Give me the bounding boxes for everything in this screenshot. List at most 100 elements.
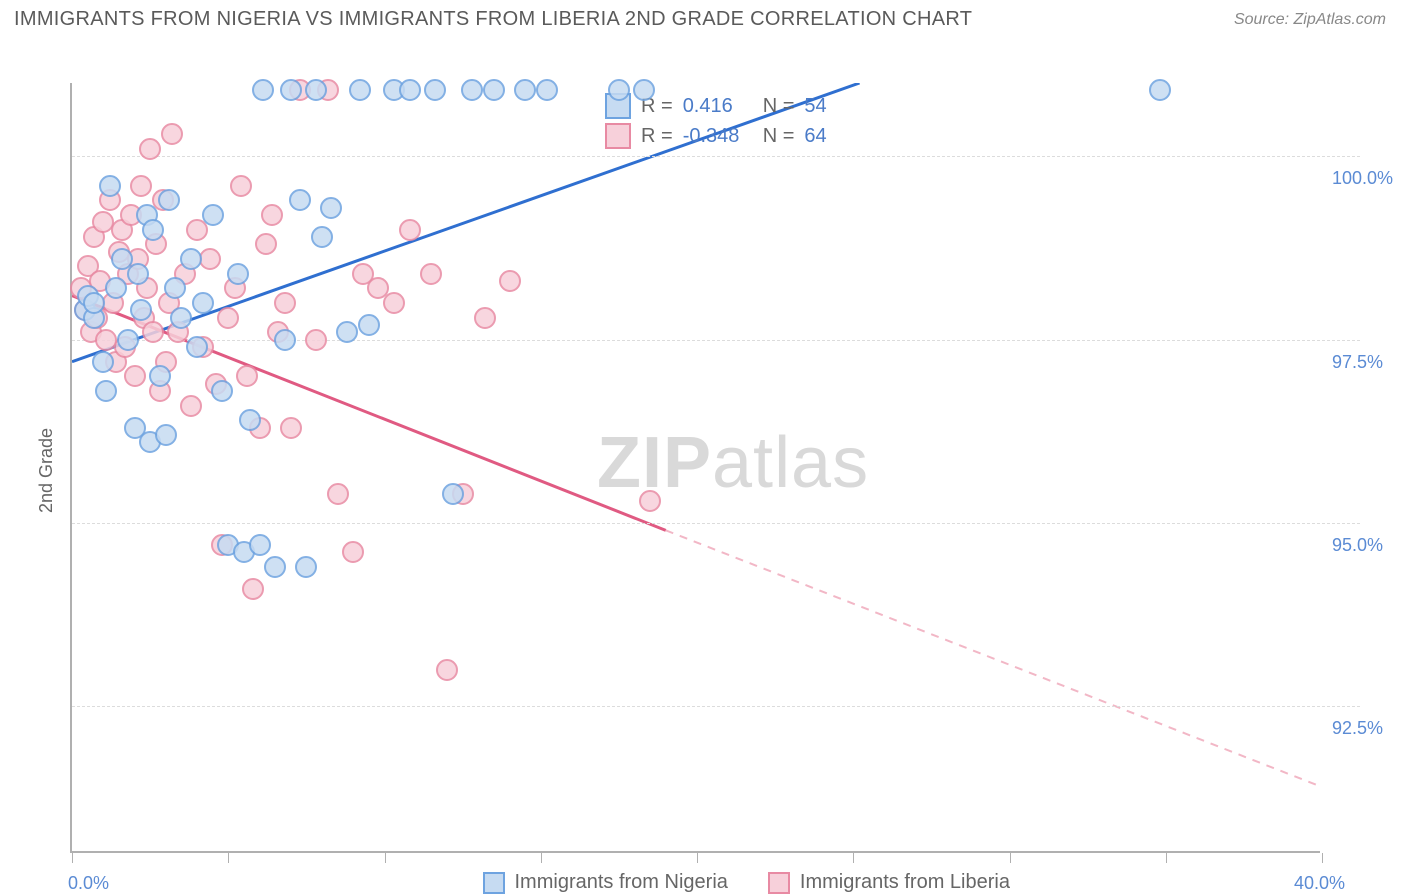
data-point-nigeria — [83, 292, 105, 314]
data-point-nigeria — [158, 189, 180, 211]
gridline — [72, 156, 1360, 157]
data-point-liberia — [180, 395, 202, 417]
data-point-liberia — [124, 365, 146, 387]
data-point-liberia — [274, 292, 296, 314]
data-point-nigeria — [320, 197, 342, 219]
r-value: 0.416 — [683, 95, 753, 118]
legend-label: Immigrants from Nigeria — [515, 871, 728, 894]
legend-item-liberia: Immigrants from Liberia — [768, 871, 1010, 894]
data-point-nigeria — [483, 79, 505, 101]
data-point-liberia — [161, 123, 183, 145]
data-point-liberia — [142, 321, 164, 343]
data-point-nigeria — [295, 556, 317, 578]
stats-legend: R = 0.416 N = 54 R = -0.348 N = 64 — [597, 89, 835, 153]
data-point-nigeria — [311, 226, 333, 248]
y-tick-label: 92.5% — [1332, 718, 1383, 739]
data-point-nigeria — [399, 79, 421, 101]
trend-lines-svg — [72, 83, 1322, 853]
data-point-liberia — [199, 248, 221, 270]
data-point-liberia — [499, 270, 521, 292]
chart-title: IMMIGRANTS FROM NIGERIA VS IMMIGRANTS FR… — [14, 8, 972, 31]
legend-swatch — [605, 123, 631, 149]
data-point-nigeria — [305, 79, 327, 101]
data-point-liberia — [242, 578, 264, 600]
data-point-nigeria — [164, 277, 186, 299]
data-point-nigeria — [442, 483, 464, 505]
data-point-nigeria — [264, 556, 286, 578]
legend-swatch — [768, 872, 790, 894]
gridline — [72, 706, 1360, 707]
source-attribution: Source: ZipAtlas.com — [1234, 11, 1386, 29]
data-point-nigeria — [358, 314, 380, 336]
data-point-liberia — [399, 219, 421, 241]
data-point-nigeria — [149, 365, 171, 387]
data-point-liberia — [130, 175, 152, 197]
data-point-nigeria — [202, 204, 224, 226]
data-point-nigeria — [280, 79, 302, 101]
data-point-liberia — [230, 175, 252, 197]
n-label: N = — [763, 95, 795, 118]
data-point-nigeria — [349, 79, 371, 101]
x-tick — [541, 853, 542, 863]
data-point-liberia — [327, 483, 349, 505]
data-point-nigeria — [127, 263, 149, 285]
data-point-nigeria — [142, 219, 164, 241]
y-tick-label: 95.0% — [1332, 535, 1383, 556]
data-point-nigeria — [336, 321, 358, 343]
data-point-nigeria — [192, 292, 214, 314]
data-point-nigeria — [130, 299, 152, 321]
n-label: N = — [763, 125, 795, 148]
x-tick-label-first: 0.0% — [68, 873, 109, 894]
n-value: 54 — [804, 95, 826, 118]
data-point-liberia — [280, 417, 302, 439]
data-point-nigeria — [1149, 79, 1171, 101]
data-point-nigeria — [99, 175, 121, 197]
data-point-nigeria — [424, 79, 446, 101]
x-tick — [72, 853, 73, 863]
data-point-nigeria — [227, 263, 249, 285]
data-point-liberia — [236, 365, 258, 387]
data-point-nigeria — [461, 79, 483, 101]
plot-area: ZIPatlas R = 0.416 N = 54 R = -0.348 N = … — [70, 83, 1320, 853]
n-value: 64 — [804, 125, 826, 148]
data-point-nigeria — [252, 79, 274, 101]
watermark-light: atlas — [712, 423, 869, 503]
legend-item-nigeria: Immigrants from Nigeria — [483, 871, 728, 894]
data-point-nigeria — [289, 189, 311, 211]
data-point-liberia — [261, 204, 283, 226]
data-point-nigeria — [536, 79, 558, 101]
data-point-liberia — [420, 263, 442, 285]
data-point-nigeria — [239, 409, 261, 431]
data-point-nigeria — [180, 248, 202, 270]
gridline — [72, 523, 1360, 524]
data-point-nigeria — [274, 329, 296, 351]
x-tick — [385, 853, 386, 863]
data-point-nigeria — [633, 79, 655, 101]
x-tick — [1010, 853, 1011, 863]
data-point-nigeria — [170, 307, 192, 329]
data-point-liberia — [217, 307, 239, 329]
x-tick — [853, 853, 854, 863]
data-point-nigeria — [92, 351, 114, 373]
y-tick-label: 100.0% — [1332, 168, 1393, 189]
data-point-liberia — [474, 307, 496, 329]
x-tick — [228, 853, 229, 863]
data-point-liberia — [639, 490, 661, 512]
data-point-liberia — [383, 292, 405, 314]
data-point-nigeria — [105, 277, 127, 299]
x-tick — [697, 853, 698, 863]
y-axis-label: 2nd Grade — [36, 428, 57, 513]
source-name: ZipAtlas.com — [1294, 11, 1386, 28]
data-point-nigeria — [608, 79, 630, 101]
trend-line — [666, 530, 1322, 787]
gridline — [72, 340, 1360, 341]
watermark: ZIPatlas — [597, 422, 869, 504]
legend-swatch — [483, 872, 505, 894]
data-point-liberia — [305, 329, 327, 351]
x-tick — [1166, 853, 1167, 863]
series-legend: Immigrants from Nigeria Immigrants from L… — [483, 871, 1010, 894]
r-label: R = — [641, 125, 673, 148]
data-point-nigeria — [249, 534, 271, 556]
stats-row-liberia: R = -0.348 N = 64 — [605, 123, 827, 149]
data-point-liberia — [255, 233, 277, 255]
